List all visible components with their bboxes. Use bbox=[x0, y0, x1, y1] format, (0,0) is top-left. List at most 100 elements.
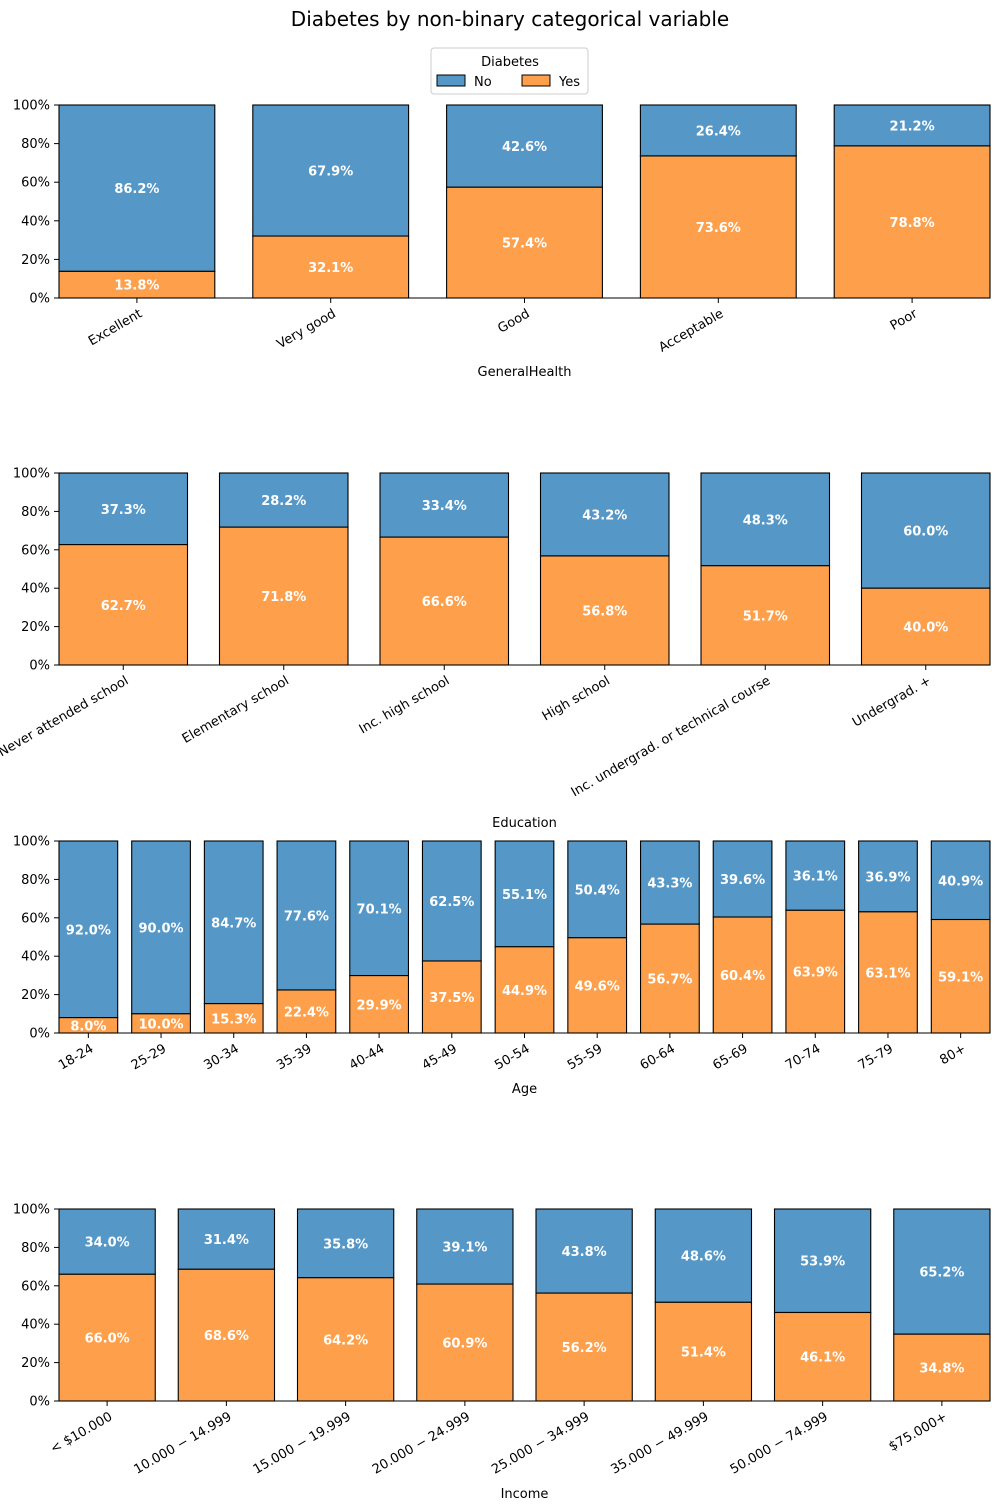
bar-yes-acceptable bbox=[639, 155, 797, 299]
label-no-75-000: 65.2% bbox=[919, 1266, 964, 1281]
label-no-poor: 21.2% bbox=[890, 119, 935, 134]
bar-no-70-74 bbox=[785, 840, 846, 911]
label-no-10-000: 34.0% bbox=[85, 1236, 130, 1251]
y-tick-label: 80% bbox=[21, 505, 50, 520]
y-tick-label: 100% bbox=[13, 1203, 50, 1218]
y-tick-label: 20% bbox=[21, 253, 50, 268]
label-no-80: 40.9% bbox=[938, 874, 983, 889]
y-tick-label: 60% bbox=[21, 1279, 50, 1294]
label-yes-35-39: 22.4% bbox=[284, 1005, 329, 1020]
bar-no-high-school bbox=[539, 472, 670, 557]
label-yes-70-74: 63.9% bbox=[793, 966, 838, 981]
bar-yes-45-49 bbox=[421, 960, 482, 1034]
bar-no-inc-undergrad-or-technical-course bbox=[700, 472, 831, 567]
panel-income: 34.0% 66.0% < $10.000 31.4% 68.6% 10.000 − 14… bbox=[13, 1203, 991, 1502]
bar-no-45-49 bbox=[421, 840, 482, 962]
y-tick-label: 80% bbox=[21, 1241, 50, 1256]
y-tick-label: 80% bbox=[21, 137, 50, 152]
bar-no-75-79 bbox=[858, 840, 918, 913]
x-tick-label-18-24: 18-24 bbox=[56, 1041, 96, 1073]
bar-yes-65-69 bbox=[712, 916, 773, 1034]
label-no-25-29: 90.0% bbox=[138, 921, 183, 936]
y-tick-label: 40% bbox=[21, 214, 50, 229]
label-yes-40-44: 29.9% bbox=[357, 998, 402, 1013]
bar-no-60-64 bbox=[639, 840, 700, 925]
bar-no-75-000 bbox=[893, 1208, 991, 1335]
label-yes-10-000: 66.0% bbox=[85, 1332, 130, 1347]
x-tick-label-60-64: 60-64 bbox=[638, 1041, 678, 1073]
x-axis-label-age: Age bbox=[512, 1082, 537, 1097]
label-yes-20-000-24-999: 60.9% bbox=[442, 1337, 487, 1352]
label-yes-15-000-19-999: 64.2% bbox=[323, 1333, 368, 1348]
legend-label-yes: Yes bbox=[558, 75, 580, 90]
label-yes-never-attended-school: 62.7% bbox=[101, 599, 146, 614]
bar-yes-60-64 bbox=[639, 923, 700, 1034]
x-tick-label-elementary-school: Elementary school bbox=[180, 673, 292, 746]
x-tick-label-undergrad: Undergrad. + bbox=[850, 673, 934, 730]
label-no-45-49: 62.5% bbox=[429, 895, 474, 910]
label-no-excellent: 86.2% bbox=[114, 182, 159, 197]
y-tick-label: 0% bbox=[29, 1027, 50, 1042]
label-no-20-000-24-999: 39.1% bbox=[442, 1241, 487, 1256]
x-tick-label-65-69: 65-69 bbox=[710, 1041, 750, 1073]
label-no-55-59: 50.4% bbox=[575, 883, 620, 898]
label-yes-60-64: 56.7% bbox=[647, 973, 692, 988]
x-tick-label-80: 80+ bbox=[937, 1041, 968, 1068]
label-yes-18-24: 8.0% bbox=[70, 1019, 106, 1034]
bar-no-very-good bbox=[252, 104, 410, 237]
label-no-15-000-19-999: 35.8% bbox=[323, 1237, 368, 1252]
bar-no-never-attended-school bbox=[58, 472, 189, 546]
x-tick-label-30-34: 30-34 bbox=[202, 1041, 242, 1073]
label-no-18-24: 92.0% bbox=[66, 923, 111, 938]
bar-yes-10-000 bbox=[58, 1273, 156, 1402]
y-tick-label: 40% bbox=[21, 1318, 50, 1333]
panel-generalhealth: 86.2% 13.8% Excellent 67.9% 32.1% Very good 42… bbox=[13, 99, 991, 380]
bar-yes-80 bbox=[930, 918, 991, 1034]
label-yes-50-54: 44.9% bbox=[502, 984, 547, 999]
label-yes-acceptable: 73.6% bbox=[696, 221, 741, 236]
y-tick-label: 60% bbox=[21, 911, 50, 926]
label-yes-75-000: 34.8% bbox=[919, 1362, 964, 1377]
x-tick-label-55-59: 55-59 bbox=[565, 1041, 605, 1073]
bar-no-10-000 bbox=[58, 1208, 156, 1275]
y-tick-label: 100% bbox=[13, 835, 50, 850]
bar-no-50-54 bbox=[494, 840, 555, 948]
x-tick-label-50-000-74-999: 50.000 − 74.999 bbox=[728, 1409, 831, 1477]
x-tick-label-very-good: Very good bbox=[275, 306, 339, 352]
label-no-elementary-school: 28.2% bbox=[261, 494, 306, 509]
label-no-30-34: 84.7% bbox=[211, 916, 256, 931]
y-tick-label: 40% bbox=[21, 582, 50, 597]
bar-yes-good bbox=[446, 186, 603, 299]
x-tick-label-20-000-24-999: 20.000 − 24.999 bbox=[370, 1409, 473, 1477]
x-tick-label-35-39: 35-39 bbox=[274, 1041, 314, 1073]
x-tick-label-25-29: 25-29 bbox=[129, 1041, 169, 1073]
label-yes-50-000-74-999: 46.1% bbox=[800, 1351, 845, 1366]
bar-yes-70-74 bbox=[785, 909, 846, 1034]
label-no-inc-high-school: 33.4% bbox=[422, 499, 467, 514]
x-tick-label-inc-high-school: Inc. high school bbox=[357, 673, 453, 737]
label-no-60-64: 43.3% bbox=[647, 877, 692, 892]
x-axis-label-generalhealth: GeneralHealth bbox=[478, 365, 572, 380]
bar-no-35-000-49-999 bbox=[654, 1208, 753, 1303]
x-tick-label-10-000: < $10.000 bbox=[48, 1409, 115, 1456]
bar-yes-never-attended-school bbox=[58, 544, 189, 666]
bar-no-50-000-74-999 bbox=[773, 1208, 872, 1314]
legend-title: Diabetes bbox=[481, 55, 539, 70]
label-yes-75-79: 63.1% bbox=[865, 966, 910, 981]
label-no-good: 42.6% bbox=[502, 140, 547, 155]
x-tick-label-75-79: 75-79 bbox=[856, 1041, 896, 1073]
label-yes-10-000-14-999: 68.6% bbox=[204, 1329, 249, 1344]
label-yes-elementary-school: 71.8% bbox=[261, 590, 306, 605]
bar-no-good bbox=[446, 104, 603, 188]
label-no-undergrad: 60.0% bbox=[903, 525, 948, 540]
y-tick-label: 0% bbox=[29, 659, 50, 674]
x-tick-label-never-attended-school: Never attended school bbox=[0, 673, 131, 760]
bar-yes-inc-high-school bbox=[379, 536, 510, 666]
bar-no-acceptable bbox=[639, 104, 797, 157]
bar-yes-high-school bbox=[539, 555, 670, 666]
x-axis-label-education: Education bbox=[492, 816, 557, 831]
y-tick-label: 20% bbox=[21, 988, 50, 1003]
label-yes-poor: 78.8% bbox=[890, 216, 935, 231]
label-no-25-000-34-999: 43.8% bbox=[562, 1245, 607, 1260]
